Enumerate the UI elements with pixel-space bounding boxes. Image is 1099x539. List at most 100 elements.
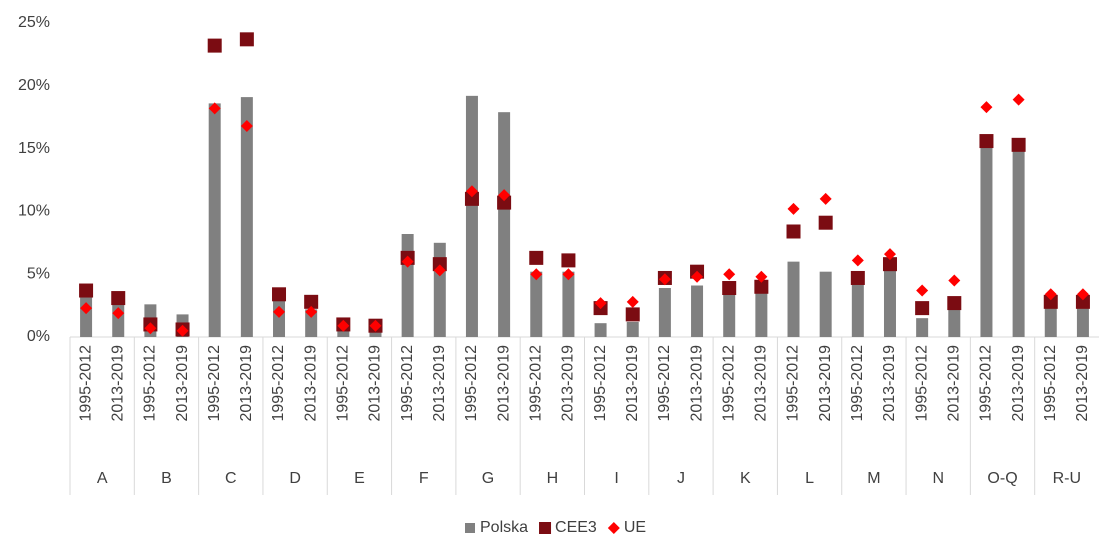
square-marker: [529, 250, 544, 265]
diamond-marker: [787, 202, 800, 215]
square-marker: [915, 301, 930, 316]
diamond-marker: [305, 305, 318, 318]
x-tick-label: 2013-2019: [881, 345, 898, 422]
diamond-marker: [723, 268, 736, 281]
square-marker: [786, 224, 801, 239]
diamond-marker: [240, 119, 253, 132]
diamond-marker: [948, 274, 961, 287]
diamond-marker: [851, 254, 864, 267]
diamond-marker: [433, 264, 446, 277]
square-marker: [239, 32, 254, 47]
diamond-marker: [465, 185, 478, 198]
y-tick-label: 0%: [27, 328, 50, 345]
square-marker: [464, 191, 479, 206]
diamond-marker: [562, 268, 575, 281]
square-marker: [947, 296, 962, 311]
x-tick-label: 2013-2019: [946, 345, 963, 422]
y-tick-label: 10%: [18, 203, 50, 220]
square-marker: [561, 253, 576, 268]
diamond-marker: [530, 268, 543, 281]
x-tick-label: 2013-2019: [174, 345, 191, 422]
group-label: O-Q: [987, 470, 1017, 487]
x-tick-label: 1995-2012: [335, 345, 352, 422]
x-tick-label: 1995-2012: [913, 345, 930, 422]
group-label: G: [482, 470, 494, 487]
x-tick-label: 1995-2012: [592, 345, 609, 422]
x-tick-label: 1995-2012: [1042, 345, 1059, 422]
diamond-marker: [626, 295, 639, 308]
diamond-marker: [658, 273, 671, 286]
bar: [530, 271, 543, 337]
bar: [1044, 308, 1057, 337]
square-marker: [882, 257, 897, 272]
group-label: H: [547, 470, 559, 487]
group-label: R-U: [1053, 470, 1081, 487]
bar: [240, 97, 253, 337]
group-label: D: [289, 470, 301, 487]
diamond-marker: [273, 305, 286, 318]
bar: [723, 291, 736, 337]
square-marker: [818, 215, 833, 230]
bar: [594, 323, 607, 337]
square-marker: [850, 270, 865, 285]
diamond-marker: [369, 319, 382, 332]
square-marker: [79, 283, 94, 298]
square-marker: [1043, 294, 1058, 309]
bar: [1076, 308, 1089, 337]
bar: [691, 285, 704, 337]
bar: [658, 288, 671, 337]
group-label: K: [740, 470, 751, 487]
group-label: E: [354, 470, 365, 487]
square-marker: [625, 307, 640, 322]
x-tick-label: 1995-2012: [656, 345, 673, 422]
diamond-marker: [337, 319, 350, 332]
x-tick-label: 2013-2019: [367, 345, 384, 422]
square-marker: [497, 195, 512, 210]
x-tick-label: 2013-2019: [238, 345, 255, 422]
diamond-marker: [691, 270, 704, 283]
diamond-marker: [755, 270, 768, 283]
diamond-marker: [980, 101, 993, 114]
legend-swatch: [465, 523, 475, 533]
legend-swatch: [539, 522, 552, 534]
group-label: M: [867, 470, 880, 487]
x-tick-label: 1995-2012: [399, 345, 416, 422]
legend-label: CEE3: [555, 519, 597, 536]
y-tick-label: 15%: [18, 140, 50, 157]
diamond-marker: [176, 324, 189, 337]
bar: [562, 271, 575, 337]
bar: [337, 326, 350, 337]
bar: [948, 308, 961, 337]
x-tick-label: 1995-2012: [206, 345, 223, 422]
group-label: F: [419, 470, 429, 487]
x-tick-label: 2013-2019: [560, 345, 577, 422]
diamond-marker: [208, 102, 221, 115]
diamond-marker: [819, 192, 832, 205]
y-tick-label: 5%: [27, 265, 50, 282]
diamond-marker: [112, 307, 125, 320]
group-label: J: [677, 470, 685, 487]
diamond-marker: [498, 189, 511, 202]
square-marker: [111, 291, 126, 306]
bar: [851, 280, 864, 337]
square-marker: [979, 134, 994, 149]
x-tick-label: 1995-2012: [849, 345, 866, 422]
bar: [980, 146, 993, 337]
bar: [208, 103, 221, 337]
legend-label: UE: [624, 519, 646, 536]
group-label: A: [97, 470, 108, 487]
x-tick-label: 1995-2012: [142, 345, 159, 422]
x-tick-label: 2013-2019: [1010, 345, 1027, 422]
bar: [401, 234, 414, 337]
x-tick-label: 2013-2019: [624, 345, 641, 422]
bar: [305, 309, 318, 337]
x-tick-label: 2013-2019: [302, 345, 319, 422]
square-marker: [1011, 137, 1026, 152]
group-label: N: [932, 470, 944, 487]
x-tick-label: 2013-2019: [817, 345, 834, 422]
bar: [787, 261, 800, 337]
bar: [1012, 148, 1025, 337]
bar: [883, 270, 896, 337]
bar: [433, 242, 446, 337]
bar: [498, 112, 511, 338]
